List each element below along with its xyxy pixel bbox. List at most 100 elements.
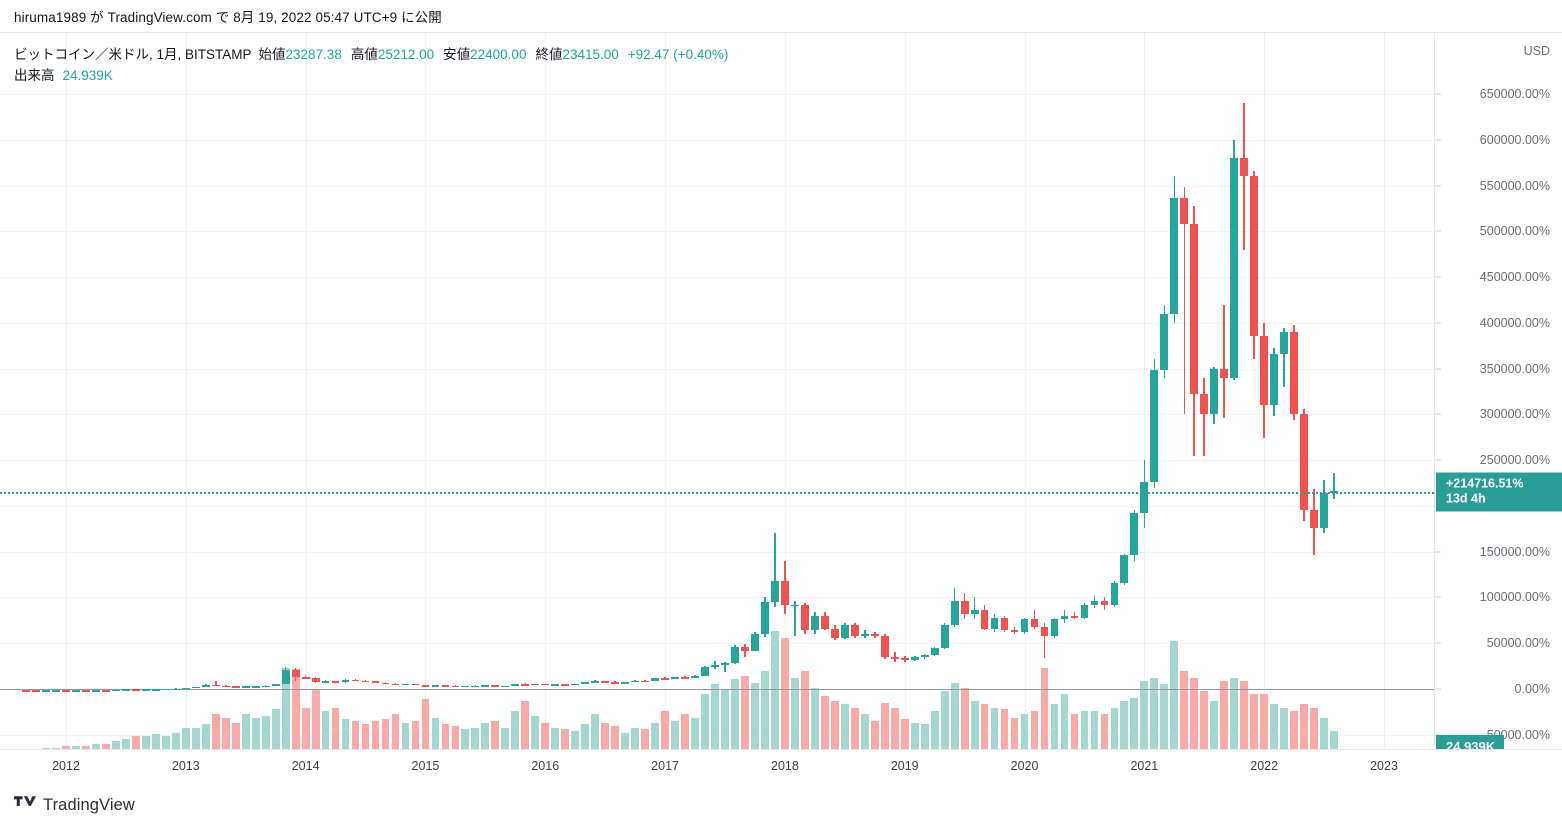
volume-bar <box>611 726 620 749</box>
volume-bar <box>441 724 450 749</box>
candle-wick <box>794 601 796 636</box>
candle-body <box>481 685 490 687</box>
time-tick-label: 2014 <box>291 759 320 773</box>
candle-body <box>291 669 300 678</box>
time-tick-label: 2015 <box>411 759 440 773</box>
candle-body <box>361 680 370 683</box>
volume-bar <box>571 731 580 749</box>
candle-body <box>421 684 430 687</box>
price-tick-mark <box>1435 276 1441 278</box>
candle-body <box>92 690 100 692</box>
candle-body <box>122 689 130 691</box>
candle-body <box>321 681 330 684</box>
volume-bar <box>1050 704 1059 749</box>
gridline-vertical <box>665 33 666 749</box>
candle-body <box>1050 619 1059 636</box>
candle-body <box>571 683 580 686</box>
candle-wick <box>664 676 666 680</box>
candle-body <box>221 685 230 688</box>
candle-body <box>1260 335 1269 406</box>
gridline-vertical <box>785 33 786 749</box>
candle-body <box>1130 513 1139 556</box>
volume-bar <box>281 667 290 749</box>
candle-body <box>1010 630 1019 633</box>
candle-body <box>810 615 819 631</box>
price-tick-label: 100000.00% <box>1479 590 1550 605</box>
chart-plot-area[interactable] <box>0 33 1434 749</box>
candle-body <box>930 647 939 656</box>
price-tick-mark <box>1435 734 1441 736</box>
volume-bar <box>910 722 919 749</box>
candle-body <box>880 635 889 657</box>
volume-bar <box>1180 671 1189 749</box>
volume-bar <box>930 711 939 749</box>
candle-body <box>1250 176 1259 336</box>
candle-wick <box>214 680 217 687</box>
volume-bar <box>451 726 460 749</box>
price-axis[interactable]: USD 650000.00% 600000.00% 550000.00% 500000… <box>1434 33 1562 759</box>
candle-body <box>331 681 340 684</box>
candle-body <box>1110 582 1119 605</box>
candle-body <box>1180 198 1189 224</box>
volume-bar <box>960 687 969 749</box>
candle-body <box>231 686 240 688</box>
time-tick-label: 2021 <box>1130 759 1159 773</box>
candle-body <box>830 628 839 638</box>
candle-wick <box>1203 377 1206 457</box>
publish-attribution-bar: hiruma1989 が TradingView.com で 8月 19, 20… <box>0 0 1562 32</box>
volume-bar <box>800 671 809 749</box>
volume-bar <box>381 719 390 749</box>
candle-body <box>751 634 759 651</box>
candle-body <box>1000 617 1009 631</box>
volume-bar <box>1300 704 1308 749</box>
candle-body <box>1090 601 1099 605</box>
candle-body <box>910 656 919 660</box>
candle-body <box>1290 332 1299 415</box>
candle-body <box>42 690 50 692</box>
price-tick-mark <box>1435 139 1441 141</box>
volume-bar <box>311 689 320 749</box>
candle-body <box>131 689 140 691</box>
time-tick-label: 2023 <box>1370 759 1398 773</box>
gridline-horizontal <box>0 231 1434 232</box>
candle-wick <box>714 660 716 669</box>
candle-body <box>1190 223 1199 395</box>
candle-body <box>990 617 999 629</box>
candle-body <box>581 682 590 684</box>
candle-body <box>1200 394 1209 415</box>
price-tick-mark <box>1435 642 1441 644</box>
candle-body <box>72 690 80 692</box>
volume-bar <box>271 709 280 749</box>
candle-body <box>381 682 390 685</box>
candle-wick <box>973 597 976 620</box>
candle-body <box>1240 158 1249 177</box>
chart-frame: ビットコイン／米ドル, 1月, BITSTAMP 始値 23287.38 高値 … <box>0 32 1562 785</box>
candle-body <box>102 690 110 692</box>
candle-body <box>211 684 220 687</box>
candle-body <box>141 689 150 691</box>
candle-body <box>371 680 380 683</box>
volume-bar <box>771 631 779 749</box>
price-tick-mark <box>1435 688 1441 690</box>
current-price-badge[interactable]: +214716.51% 13d 4h <box>1436 472 1562 512</box>
candle-body <box>920 655 929 657</box>
candle-body <box>181 687 190 690</box>
tradingview-wordmark: TradingView <box>43 795 135 814</box>
volume-bar <box>1280 707 1289 749</box>
volume-bar <box>1040 667 1049 749</box>
candle-body <box>591 681 600 684</box>
legend-symbol-title[interactable]: ビットコイン／米ドル, 1月, BITSTAMP <box>14 47 252 62</box>
candle-body <box>351 679 360 682</box>
publish-attribution-text: hiruma1989 が TradingView.com で 8月 19, 20… <box>14 10 442 25</box>
volume-bar <box>920 724 929 749</box>
volume-bar <box>221 717 230 749</box>
candle-body <box>541 683 550 686</box>
candle-body <box>1080 604 1089 618</box>
candle-body <box>461 685 470 688</box>
time-axis[interactable]: 2012 2013 2014 2015 2016 2017 2018 2019 2020 2021… <box>0 749 1562 785</box>
tradingview-logo[interactable]: TradingView <box>14 796 135 815</box>
candle-body <box>191 686 200 689</box>
zero-baseline <box>0 689 1434 690</box>
candle-body <box>681 677 689 679</box>
candle-wick <box>744 644 746 657</box>
